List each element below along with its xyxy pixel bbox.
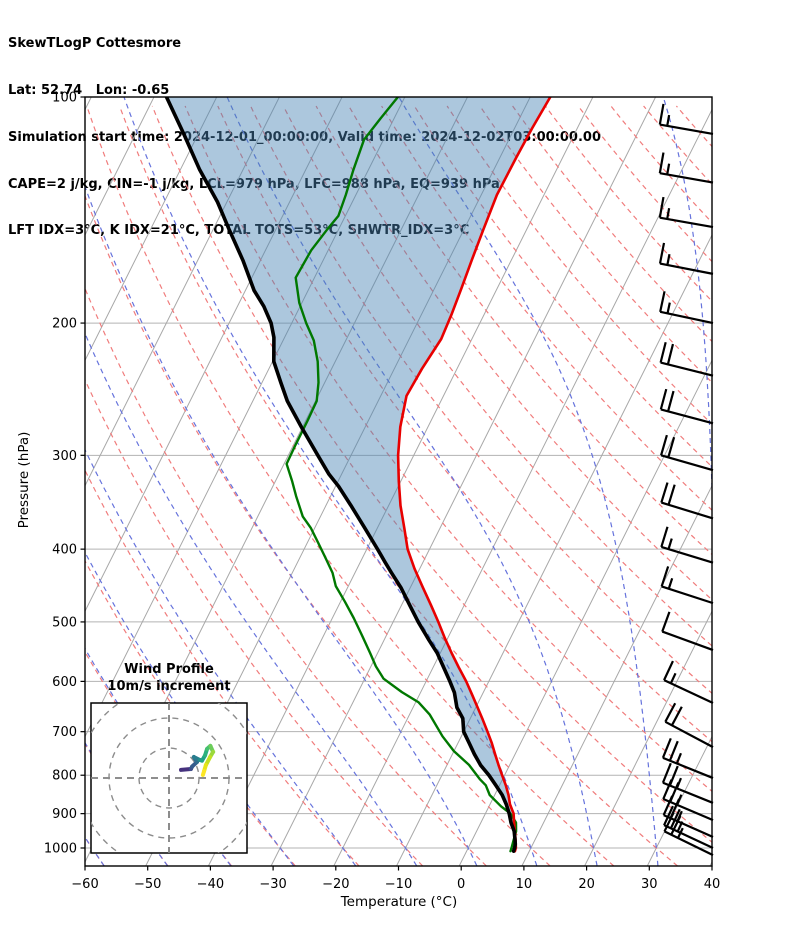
wind-barb xyxy=(660,482,714,520)
cape-cin-shading xyxy=(166,97,551,852)
y-tick-label: 100 xyxy=(52,91,77,106)
x-tick-label: 20 xyxy=(578,877,595,892)
x-tick-label: 30 xyxy=(641,877,658,892)
x-axis-label: Temperature (°C) xyxy=(340,894,458,910)
y-tick-label: 900 xyxy=(52,807,77,822)
x-tick-label: 40 xyxy=(704,877,721,892)
dewpoint-curve xyxy=(285,97,518,853)
y-tick-label: 200 xyxy=(52,317,77,332)
y-tick-label: 500 xyxy=(52,615,77,630)
x-tick-label: 10 xyxy=(516,877,533,892)
wind-barb xyxy=(659,388,714,425)
cape-cin-line: CAPE=2 j/kg, CIN=-1 j/kg, LCL=979 hPa, L… xyxy=(8,176,500,192)
wind-barb xyxy=(660,434,714,472)
wind-barb xyxy=(663,660,714,704)
hodograph-title: Wind Profile xyxy=(124,662,214,677)
header-block: SkewTLogP Cottesmore Lat: 52.74 Lon: -0.… xyxy=(8,5,601,270)
x-tick-label: −20 xyxy=(322,877,349,892)
hodograph-subtitle: 10m/s increment xyxy=(107,679,231,694)
wind-barb xyxy=(664,702,714,749)
wind-barb xyxy=(660,526,714,564)
x-tick-label: −10 xyxy=(385,877,412,892)
wind-barb xyxy=(660,566,714,605)
parcel-curve xyxy=(164,97,518,854)
wind-barb xyxy=(661,611,714,652)
x-tick-label: −40 xyxy=(197,877,224,892)
x-tick-label: −50 xyxy=(134,877,161,892)
chart-title: SkewTLogP Cottesmore xyxy=(8,36,182,52)
lat-lon-line: Lat: 52.74 Lon: -0.65 xyxy=(8,82,170,98)
wind-barb xyxy=(663,805,714,849)
x-tick-label: 0 xyxy=(457,877,465,892)
y-axis-label: Pressure (hPa) xyxy=(16,431,32,529)
wind-barb xyxy=(661,737,714,780)
wind-barb xyxy=(658,152,714,184)
wind-barb xyxy=(658,242,714,275)
y-tick-label: 800 xyxy=(52,769,77,784)
hodograph-trace xyxy=(179,743,216,777)
hodograph-inset xyxy=(90,702,248,854)
temperature-curve xyxy=(396,97,552,853)
wind-barb xyxy=(663,812,714,857)
y-tick-label: 700 xyxy=(52,725,77,740)
y-axis-ticks: 100 200 300 400 500 600 700 800 900 1000 xyxy=(44,91,85,857)
y-tick-label: 300 xyxy=(52,449,77,464)
sounding-curves xyxy=(164,97,552,854)
y-tick-label: 600 xyxy=(52,675,77,690)
x-tick-label: −30 xyxy=(259,877,286,892)
x-axis-ticks: −60 −50 −40 −30 −20 −10 0 10 20 30 40 xyxy=(71,866,720,892)
hodograph-grid xyxy=(91,703,247,853)
y-tick-label: 1000 xyxy=(44,842,77,857)
wind-barb xyxy=(659,341,714,377)
wind-barb xyxy=(658,103,714,136)
x-tick-label: −60 xyxy=(71,877,98,892)
wind-barb xyxy=(658,196,714,229)
y-tick-label: 400 xyxy=(52,543,77,558)
wind-barbs xyxy=(658,103,714,857)
wind-barb xyxy=(659,291,714,325)
